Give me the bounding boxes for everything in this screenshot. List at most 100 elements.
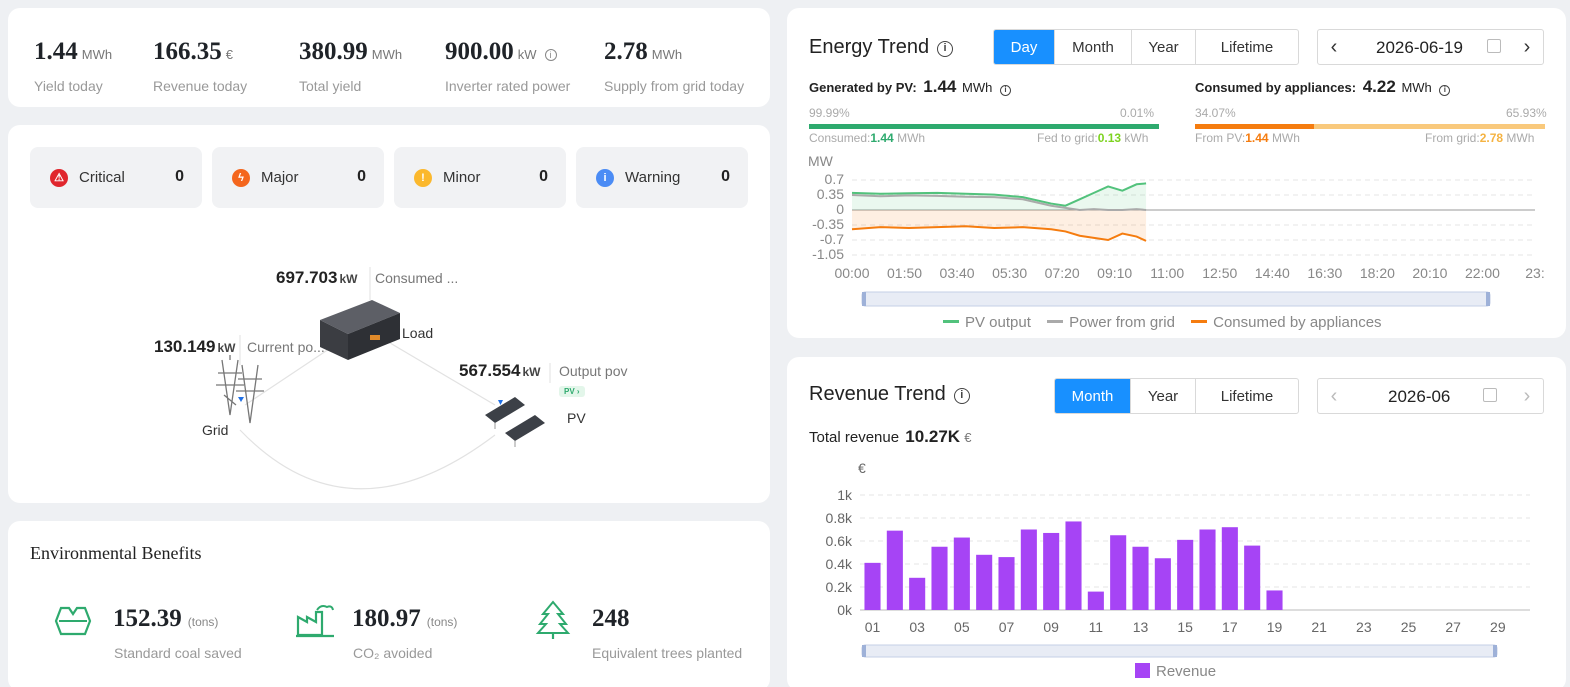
info-icon[interactable]: i xyxy=(544,49,557,61)
chevron-right-icon[interactable]: › xyxy=(1523,385,1531,407)
chevron-right-icon[interactable]: › xyxy=(1523,36,1531,58)
y-tick-label: -0.7 xyxy=(820,231,844,247)
kpi-value: 1.44 xyxy=(34,38,78,65)
pv-name: PV xyxy=(567,410,586,426)
alarm-label: Critical xyxy=(79,169,125,186)
x-tick-label: 05:30 xyxy=(992,265,1027,281)
legend-label: PV output xyxy=(965,314,1031,331)
load-unit: kW xyxy=(339,272,358,286)
zoom-handle-left xyxy=(862,645,866,657)
environmental-benefits-card: Environmental Benefits xyxy=(8,521,770,687)
kpi-label: Total yield xyxy=(299,78,362,94)
grid-value: 130.149 xyxy=(154,337,216,356)
revenue-bar xyxy=(998,557,1015,610)
load-name: Load xyxy=(402,325,434,341)
generated-pct-left: 99.99% xyxy=(809,106,850,120)
alarm-critical[interactable]: ⚠ Critical 0 xyxy=(30,147,202,208)
generated-right-unit: kWh xyxy=(1124,131,1149,145)
consumed-right-label: From grid: xyxy=(1425,131,1480,145)
calendar-icon[interactable] xyxy=(1483,388,1497,402)
alarm-label: Minor xyxy=(443,169,481,186)
legend-item-revenue[interactable]: Revenue xyxy=(1135,663,1216,680)
tab-year[interactable]: Year xyxy=(1132,30,1196,64)
x-tick-label: 01 xyxy=(865,619,881,635)
legend-item-pv[interactable]: PV output xyxy=(943,314,1031,331)
tab-lifetime[interactable]: Lifetime xyxy=(1220,38,1274,56)
x-tick-label: 25 xyxy=(1401,619,1417,635)
chevron-left-icon[interactable]: ‹ xyxy=(1330,385,1338,407)
series-area-2 xyxy=(852,210,1147,241)
tab-month[interactable]: Month xyxy=(1055,30,1132,64)
energy-date[interactable]: 2026-06-19 xyxy=(1376,38,1463,57)
y-tick-label: 0.8k xyxy=(826,510,853,526)
revenue-bar xyxy=(886,530,903,610)
alarm-warning[interactable]: i Warning 0 xyxy=(576,147,748,208)
x-tick-label: 11 xyxy=(1089,619,1104,635)
x-tick-label: 01:50 xyxy=(887,265,922,281)
revenue-bar xyxy=(909,577,926,610)
tab-lifetime[interactable]: Lifetime xyxy=(1220,387,1274,405)
pv-badge[interactable]: PV › xyxy=(559,386,585,397)
consumed-left-detail: From PV:1.44 MWh xyxy=(1195,131,1300,145)
x-tick-label: 03:40 xyxy=(940,265,975,281)
tab-day[interactable]: Day xyxy=(994,30,1055,64)
legend-label: Revenue xyxy=(1156,663,1217,680)
kpi-unit: MWh xyxy=(371,47,403,62)
trees-value: 248 xyxy=(592,605,630,633)
pv-value: 567.554 xyxy=(459,361,521,380)
grid-tower-icon xyxy=(216,355,264,424)
info-icon[interactable]: i xyxy=(1439,85,1451,96)
alarm-minor[interactable]: ! Minor 0 xyxy=(394,147,566,208)
load-value: 697.703 xyxy=(276,268,338,287)
info-icon[interactable]: i xyxy=(937,41,954,57)
x-tick-label: 09 xyxy=(1043,619,1059,635)
x-tick-label: 14:40 xyxy=(1255,265,1290,281)
energy-trend-chart[interactable]: MW 0.70.350-0.35-0.7-1.05 00:00 01:50 03:40 0… xyxy=(790,150,1550,315)
kpi-unit: kW xyxy=(517,47,537,62)
legend-item-grid[interactable]: Power from grid xyxy=(1047,314,1175,331)
pv-unit: kW xyxy=(522,365,541,379)
total-revenue-label: Total revenue xyxy=(809,429,900,446)
total-revenue: Total revenue 10.27K € xyxy=(809,427,971,447)
critical-icon: ⚠ xyxy=(50,169,68,187)
kpi-unit: MWh xyxy=(651,47,683,62)
x-tick-label: 07 xyxy=(999,619,1015,635)
info-icon[interactable]: i xyxy=(953,388,970,404)
kpi-label: Inverter rated power xyxy=(445,78,571,94)
consumed-unit: MWh xyxy=(1401,80,1432,95)
revenue-bar xyxy=(1132,546,1149,610)
kpi-label: Supply from grid today xyxy=(604,78,745,94)
generated-label: Generated by PV: xyxy=(809,80,917,95)
generated-summary: Generated by PV: 1.44 MWh i xyxy=(809,77,1011,97)
kpi-label: Revenue today xyxy=(153,78,248,94)
revenue-trend-chart[interactable]: €1k 0.8k 0.6k 0.4k 0.2k 0k 01 03 05 07 09 11 13 15 17 1… xyxy=(790,455,1550,660)
load-reading: 697.703 kW Consumed ... xyxy=(276,268,458,288)
calendar-icon[interactable] xyxy=(1487,39,1501,53)
legend-item-consumed[interactable]: Consumed by appliances xyxy=(1191,314,1382,331)
x-tick-label: 03 xyxy=(909,619,925,635)
chevron-left-icon[interactable]: ‹ xyxy=(1330,36,1338,58)
revenue-bar xyxy=(953,537,970,610)
x-tick-label: 23: xyxy=(1525,265,1544,281)
grid-desc: Current po... xyxy=(247,339,325,355)
alarm-label: Major xyxy=(261,169,299,186)
y-tick-label: 0.2k xyxy=(826,579,853,595)
revenue-trend-title: Revenue Trend i xyxy=(809,383,970,406)
alarm-count: 0 xyxy=(175,168,184,185)
alarm-count: 0 xyxy=(721,168,730,185)
info-icon[interactable]: i xyxy=(999,85,1011,96)
co2-value: 180.97 (tons) xyxy=(352,605,457,633)
revenue-date[interactable]: 2026-06 xyxy=(1388,387,1451,406)
revenue-bar xyxy=(931,546,948,610)
tab-year[interactable]: Year xyxy=(1131,379,1196,413)
energy-flow-diagram xyxy=(216,267,551,490)
legend-swatch xyxy=(1047,320,1064,323)
tab-month[interactable]: Month xyxy=(1055,379,1131,413)
consumed-right-unit: MWh xyxy=(1506,131,1535,145)
revenue-trend-title-text: Revenue Trend xyxy=(809,383,946,405)
alarm-major[interactable]: ϟ Major 0 xyxy=(212,147,384,208)
y-axis-unit: MW xyxy=(808,153,834,169)
exclamation-icon: ! xyxy=(414,169,432,187)
kpi-unit: € xyxy=(225,47,233,62)
revenue-bar xyxy=(1244,545,1261,610)
